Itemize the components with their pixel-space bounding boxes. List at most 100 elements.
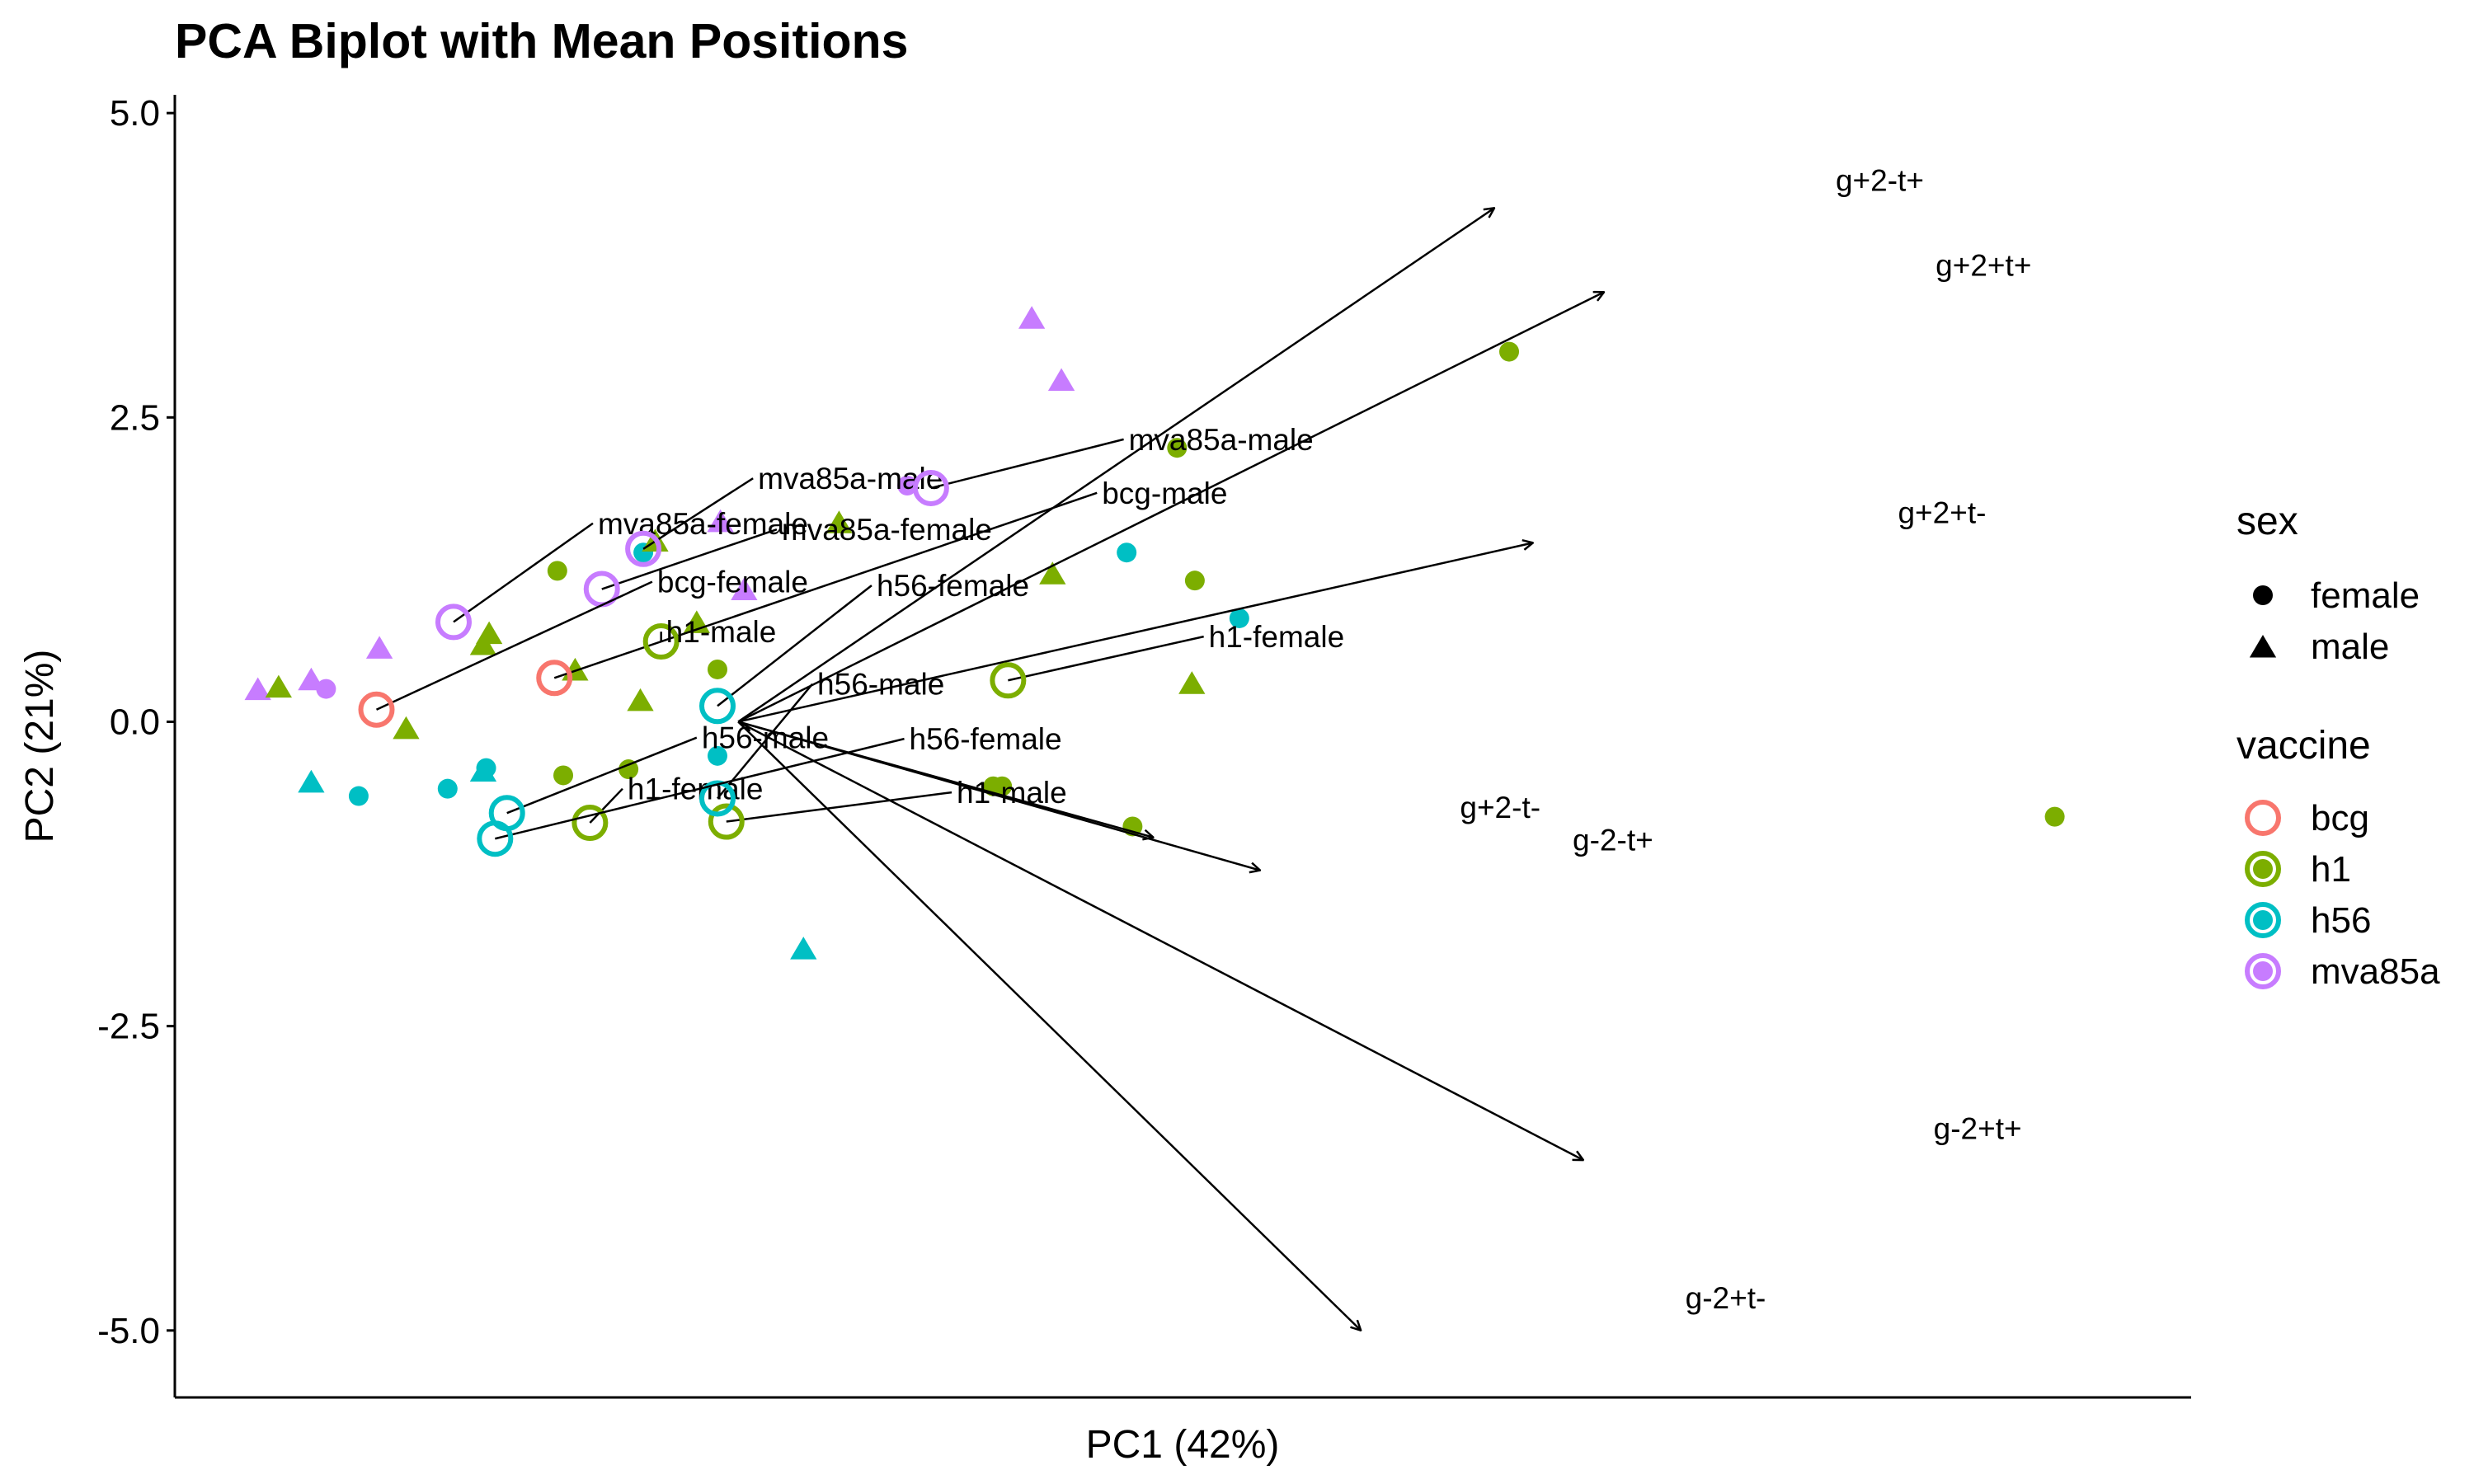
loading-arrow <box>737 721 1583 1160</box>
data-point <box>731 577 758 601</box>
mean-marker <box>990 662 1027 699</box>
loading-arrow <box>737 721 1260 870</box>
legend-key-dot-h56 <box>2253 910 2273 930</box>
data-point <box>1117 542 1137 563</box>
legend-label: mva85a <box>2311 951 2440 992</box>
data-point <box>1018 306 1046 329</box>
legend-key-h56 <box>2245 902 2281 938</box>
legend-title-vaccine: vaccine <box>2236 724 2371 768</box>
legend-key-bcg <box>2245 800 2281 836</box>
y-tick-label: 2.5 <box>110 397 160 438</box>
mean-marker <box>912 469 949 506</box>
x-axis-title: PC1 (42%) <box>1086 1423 1280 1467</box>
y-tick-label: -2.5 <box>97 1007 160 1047</box>
data-point <box>1122 816 1143 837</box>
y-tick-label: -5.0 <box>97 1311 160 1351</box>
loading-label: g-2+t+ <box>1934 1112 2022 1146</box>
loading-label: g+2-t- <box>1460 791 1540 824</box>
legend-key-dot-h1 <box>2253 859 2273 879</box>
data-point <box>1499 341 1520 362</box>
loading-label: g+2+t+ <box>1935 249 2031 283</box>
mean-label: h1-female <box>1209 620 1345 654</box>
legend-label: h1 <box>2311 849 2351 890</box>
mean-label: mva85a-male <box>758 462 943 495</box>
data-point <box>365 636 393 659</box>
data-point <box>1178 671 1206 694</box>
loading-label: g-2-t+ <box>1573 824 1653 857</box>
loading-label: g+2+t- <box>1898 495 1986 529</box>
data-point <box>437 778 458 799</box>
mean-leader-line <box>1008 635 1204 682</box>
data-point <box>707 659 727 679</box>
y-tick-label: 0.0 <box>110 702 160 742</box>
mean-label: h56-male <box>702 721 829 755</box>
mean-marker <box>477 820 514 857</box>
mean-marker <box>698 780 736 817</box>
mean-leader-line <box>726 791 952 823</box>
data-point <box>298 769 325 793</box>
data-point <box>348 786 369 806</box>
data-point <box>475 621 503 645</box>
mean-marker <box>435 603 472 641</box>
legend-label: male <box>2311 627 2389 667</box>
data-point <box>618 759 639 780</box>
legend-key-mva85a <box>2245 953 2281 989</box>
mean-leader-line <box>717 683 814 800</box>
mean-leader-line <box>717 585 872 707</box>
legend-key-h1 <box>2245 851 2281 887</box>
y-axis-title: PC2 (21%) <box>18 650 62 843</box>
mean-leader-line <box>495 737 905 840</box>
mean-label: h56-female <box>910 722 1062 756</box>
loading-label: g-2+t- <box>1686 1281 1766 1315</box>
loading-arrow <box>737 208 1494 723</box>
legend: sex female male vaccine bcg h1 h56 mva85a <box>2236 500 2440 992</box>
data-point <box>627 688 654 711</box>
mean-label: h1-male <box>957 776 1067 810</box>
data-point <box>553 765 574 786</box>
data-point <box>1039 561 1066 585</box>
loading-arrow <box>737 292 1604 723</box>
data-point <box>1167 438 1188 458</box>
mean-marker <box>625 530 662 567</box>
data-point <box>244 677 271 701</box>
data-point <box>2044 806 2065 827</box>
mean-leader-line <box>375 580 653 711</box>
mean-label: mva85a-female <box>782 513 992 547</box>
mean-label: mva85a-male <box>1129 423 1314 457</box>
data-point <box>707 745 727 766</box>
mean-label: mva85a-female <box>598 507 808 541</box>
data-point <box>1184 571 1205 591</box>
legend-label: h56 <box>2311 900 2371 941</box>
mean-label: bcg-male <box>1102 477 1227 510</box>
mean-label: h1-male <box>666 615 777 649</box>
mean-leader-line <box>601 528 778 590</box>
data-point <box>316 679 336 699</box>
legend-label: female <box>2311 575 2420 616</box>
mean-marker <box>642 623 680 660</box>
data-point <box>707 509 734 533</box>
data-point <box>547 561 567 581</box>
y-tick-label: 5.0 <box>110 93 160 134</box>
mean-marker <box>358 691 395 728</box>
legend-label: bcg <box>2311 798 2369 838</box>
plot-area: g+2-t+ g+2+t+ g+2+t-g+2-t-g-2-t+ g-2+t+ g-2+… <box>244 163 2065 1330</box>
chart-title: PCA Biplot with Mean Positions <box>175 14 908 68</box>
legend-key-male <box>2249 635 2277 658</box>
legend-title-sex: sex <box>2236 500 2298 543</box>
data-point <box>265 674 292 698</box>
data-point <box>992 776 1013 796</box>
y-axis-ticks: 5.0 2.5 0.0 -2.5 -5.0 <box>97 93 175 1351</box>
data-point <box>1047 368 1075 392</box>
data-point <box>469 758 497 782</box>
data-point <box>1229 608 1249 628</box>
data-point <box>897 476 918 495</box>
mean-leader-line <box>453 522 594 623</box>
mean-leader-line <box>642 477 754 550</box>
mean-marker <box>536 660 573 697</box>
mean-label: h56-female <box>877 569 1029 603</box>
mean-label: h56-male <box>817 668 944 702</box>
mean-leader-line <box>930 438 1124 490</box>
mean-marker <box>698 688 736 725</box>
legend-key-dot-mva85a <box>2253 961 2273 981</box>
